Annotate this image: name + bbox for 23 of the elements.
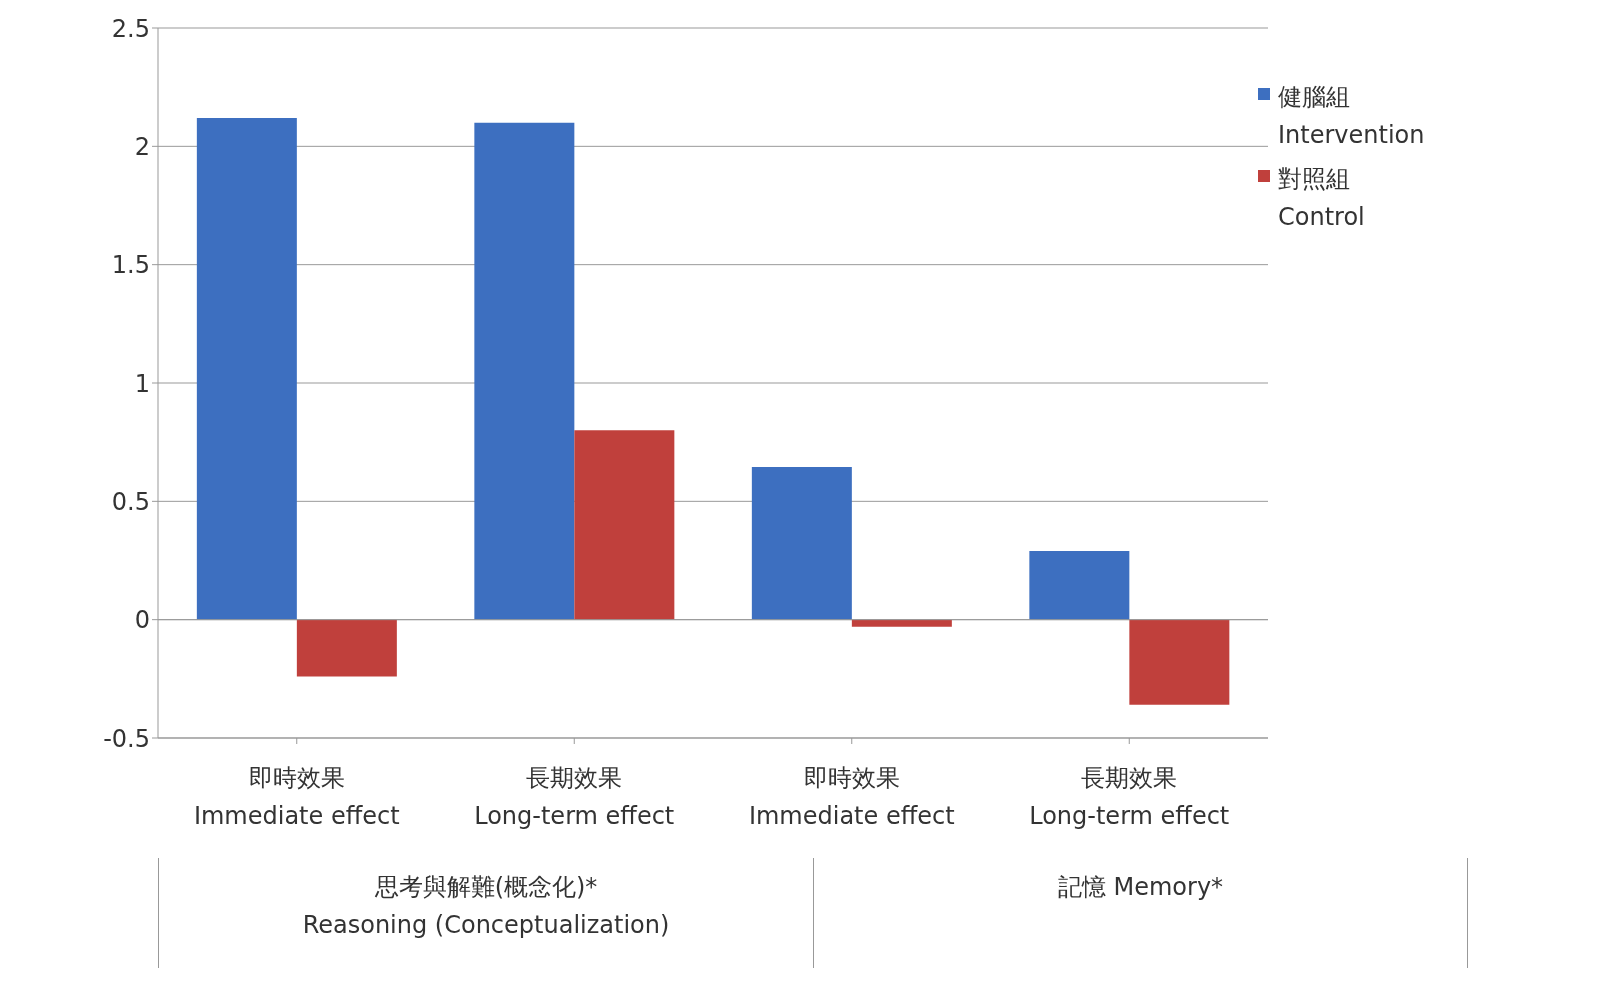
y-tick-label: 2.5 (111, 14, 150, 43)
bar (1129, 619, 1230, 705)
y-tick-label: 2 (134, 132, 150, 161)
bar (574, 430, 675, 620)
y-tick-label: 0.5 (111, 487, 150, 516)
x-tick-label: 即時效果 Immediate effect (748, 764, 955, 830)
bar (851, 619, 952, 627)
bar (474, 122, 575, 620)
bar (296, 619, 397, 677)
text: 記憶 Memory* (813, 858, 1468, 968)
bar (196, 117, 297, 620)
x-tick-label: 長期效果 Long-term effect (474, 764, 675, 830)
x-tick-label: 即時效果 Immediate effect (193, 764, 400, 830)
x-tick-label: 長期效果 Long-term effect (1029, 764, 1230, 830)
legend-label: 健腦組 Intervention (1278, 82, 1425, 151)
y-tick-label: 1 (134, 369, 150, 398)
legend-label: 對照組 Control (1278, 164, 1365, 233)
y-tick-label: -0.5 (103, 724, 150, 753)
bar (751, 467, 852, 620)
y-tick-label: 0 (134, 606, 150, 635)
text: 思考與解難(概念化)* Reasoning (Conceptualization) (158, 858, 813, 968)
y-tick-label: 1.5 (111, 251, 150, 280)
bar (1029, 551, 1130, 620)
